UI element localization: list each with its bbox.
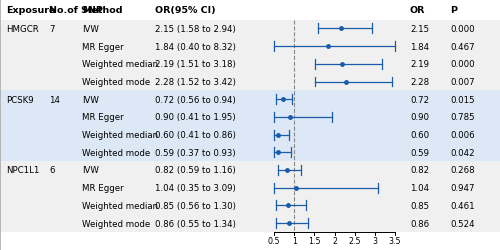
Text: 1: 1 xyxy=(292,236,296,245)
Text: 0.60: 0.60 xyxy=(410,130,429,140)
Text: 3.5: 3.5 xyxy=(389,236,401,245)
Text: MR Egger: MR Egger xyxy=(82,113,124,122)
Bar xyxy=(0,56,500,74)
Bar xyxy=(0,0,500,20)
Text: 0.72 (0.56 to 0.94): 0.72 (0.56 to 0.94) xyxy=(155,95,236,104)
Text: 0.006: 0.006 xyxy=(450,130,474,140)
Text: 14: 14 xyxy=(49,95,60,104)
Text: 0.72: 0.72 xyxy=(410,95,429,104)
Text: 1.04 (0.35 to 3.09): 1.04 (0.35 to 3.09) xyxy=(155,184,236,192)
Text: 0.90: 0.90 xyxy=(410,113,429,122)
Text: Weighted median: Weighted median xyxy=(82,60,158,69)
Bar xyxy=(0,197,500,214)
Bar xyxy=(0,20,500,38)
Text: 2.19 (1.51 to 3.18): 2.19 (1.51 to 3.18) xyxy=(155,60,236,69)
Text: MR Egger: MR Egger xyxy=(82,42,124,51)
Text: OR: OR xyxy=(410,6,426,15)
Text: 6: 6 xyxy=(49,166,54,175)
Text: Weighted median: Weighted median xyxy=(82,130,158,140)
Text: 7: 7 xyxy=(49,25,54,34)
Bar xyxy=(0,214,500,232)
Bar xyxy=(0,73,500,91)
Text: 2.15: 2.15 xyxy=(410,25,429,34)
Text: 0.467: 0.467 xyxy=(450,42,474,51)
Text: Weighted median: Weighted median xyxy=(82,201,158,210)
Text: 0.90 (0.41 to 1.95): 0.90 (0.41 to 1.95) xyxy=(155,113,236,122)
Text: 0.86: 0.86 xyxy=(410,219,429,228)
Text: 0.947: 0.947 xyxy=(450,184,474,192)
Text: P: P xyxy=(450,6,457,15)
Text: 0.82: 0.82 xyxy=(410,166,429,175)
Text: 0.59: 0.59 xyxy=(410,148,429,157)
Text: 0.007: 0.007 xyxy=(450,78,474,87)
Text: Weighted mode: Weighted mode xyxy=(82,219,151,228)
Text: No.of SNP: No.of SNP xyxy=(49,6,103,15)
Text: Weighted mode: Weighted mode xyxy=(82,148,151,157)
Text: Weighted mode: Weighted mode xyxy=(82,78,151,87)
Text: IVW: IVW xyxy=(82,95,100,104)
Bar xyxy=(0,38,500,56)
Bar xyxy=(0,126,500,144)
Text: 1.84 (0.40 to 8.32): 1.84 (0.40 to 8.32) xyxy=(155,42,236,51)
Text: 0.85: 0.85 xyxy=(410,201,429,210)
Text: IVW: IVW xyxy=(82,25,100,34)
Text: NPC1L1: NPC1L1 xyxy=(6,166,40,175)
Text: 3: 3 xyxy=(372,236,378,245)
Text: 1.04: 1.04 xyxy=(410,184,429,192)
Text: 2.28 (1.52 to 3.42): 2.28 (1.52 to 3.42) xyxy=(155,78,236,87)
Text: 0.015: 0.015 xyxy=(450,95,474,104)
Bar xyxy=(0,179,500,197)
Bar xyxy=(0,108,500,126)
Text: 1.5: 1.5 xyxy=(308,236,320,245)
Bar xyxy=(0,162,500,179)
Text: HMGCR: HMGCR xyxy=(6,25,39,34)
Text: 0.5: 0.5 xyxy=(268,236,280,245)
Text: 2.5: 2.5 xyxy=(348,236,361,245)
Bar xyxy=(0,144,500,162)
Text: 1.84: 1.84 xyxy=(410,42,429,51)
Text: Exposure: Exposure xyxy=(6,6,56,15)
Text: 0.59 (0.37 to 0.93): 0.59 (0.37 to 0.93) xyxy=(155,148,236,157)
Text: 2.15 (1.58 to 2.94): 2.15 (1.58 to 2.94) xyxy=(155,25,236,34)
Text: IVW: IVW xyxy=(82,166,100,175)
Text: PCSK9: PCSK9 xyxy=(6,95,34,104)
Text: 0.000: 0.000 xyxy=(450,25,474,34)
Text: 0.785: 0.785 xyxy=(450,113,474,122)
Text: 0.042: 0.042 xyxy=(450,148,474,157)
Text: Method: Method xyxy=(82,6,123,15)
Text: 0.524: 0.524 xyxy=(450,219,474,228)
Bar xyxy=(0,91,500,108)
Text: MR Egger: MR Egger xyxy=(82,184,124,192)
Text: 0.82 (0.59 to 1.16): 0.82 (0.59 to 1.16) xyxy=(155,166,236,175)
Text: 2: 2 xyxy=(332,236,337,245)
Text: 2.19: 2.19 xyxy=(410,60,429,69)
Text: 0.86 (0.55 to 1.34): 0.86 (0.55 to 1.34) xyxy=(155,219,236,228)
Text: 0.461: 0.461 xyxy=(450,201,474,210)
Text: 2.28: 2.28 xyxy=(410,78,429,87)
Text: 0.268: 0.268 xyxy=(450,166,474,175)
Text: 0.60 (0.41 to 0.86): 0.60 (0.41 to 0.86) xyxy=(155,130,236,140)
Text: 0.000: 0.000 xyxy=(450,60,474,69)
Text: 0.85 (0.56 to 1.30): 0.85 (0.56 to 1.30) xyxy=(155,201,236,210)
Text: OR(95% CI): OR(95% CI) xyxy=(155,6,216,15)
